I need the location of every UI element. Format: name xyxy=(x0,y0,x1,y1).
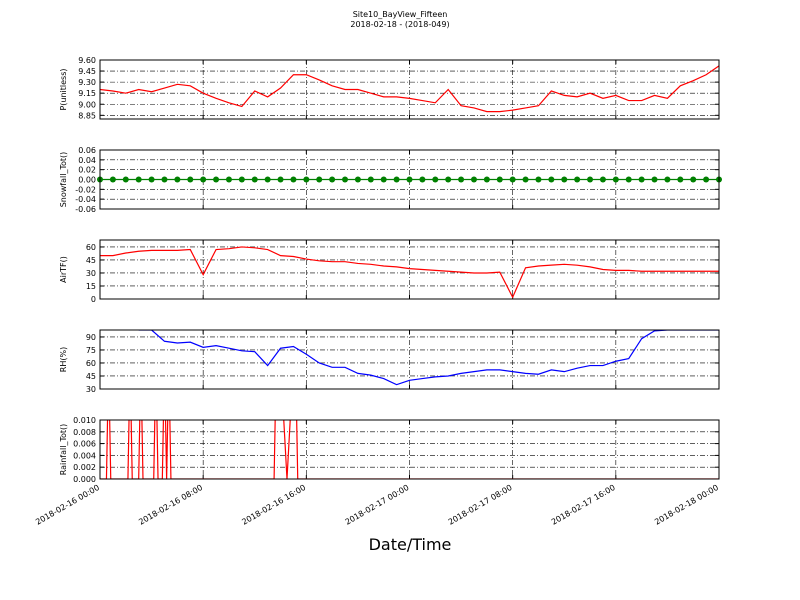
y-axis-label: Snowfall_Tot() xyxy=(59,152,68,208)
data-point xyxy=(380,176,387,183)
y-tick-label: 0.008 xyxy=(73,428,96,437)
data-point xyxy=(122,176,129,183)
data-point xyxy=(690,176,697,183)
axes-frame xyxy=(99,149,720,210)
data-point xyxy=(458,176,465,183)
data-line xyxy=(100,65,719,113)
data-point xyxy=(587,176,594,183)
y-tick-label: 0.06 xyxy=(78,146,96,155)
data-point xyxy=(548,176,555,183)
data-point xyxy=(677,176,684,183)
y-tick-label: 0.002 xyxy=(73,463,96,472)
y-axis-label: RH(%) xyxy=(59,347,68,372)
data-line xyxy=(138,330,719,386)
data-point xyxy=(290,176,297,183)
data-point xyxy=(535,176,542,183)
y-tick-label: 0.004 xyxy=(73,451,96,460)
y-tick-label: 75 xyxy=(86,346,96,355)
y-tick-label: 90 xyxy=(86,333,96,342)
y-tick-label: 9.45 xyxy=(78,67,96,76)
data-point xyxy=(599,176,606,183)
data-point xyxy=(651,176,658,183)
data-point xyxy=(329,176,336,183)
data-point xyxy=(238,176,245,183)
y-tick-label: 8.85 xyxy=(78,111,96,120)
data-point xyxy=(625,176,632,183)
data-point xyxy=(174,176,181,183)
data-point xyxy=(612,176,619,183)
chart-subtitle: 2018-02-18 - (2018-049) xyxy=(350,20,449,29)
chart-title: Site10_BayView_Fifteen xyxy=(353,10,448,19)
data-point xyxy=(161,176,168,183)
y-tick-label: 45 xyxy=(86,372,96,381)
data-point xyxy=(664,176,671,183)
data-point xyxy=(483,176,490,183)
data-line xyxy=(100,246,719,299)
data-point xyxy=(703,176,710,183)
data-point xyxy=(148,176,155,183)
y-tick-label: 0.04 xyxy=(78,156,96,165)
y-tick-label: 45 xyxy=(86,256,96,265)
y-tick-label: 9.30 xyxy=(78,78,96,87)
y-tick-label: 30 xyxy=(86,385,96,394)
data-point xyxy=(225,176,232,183)
data-point xyxy=(200,176,207,183)
y-tick-label: 0.02 xyxy=(78,166,96,175)
data-point xyxy=(303,176,310,183)
data-point xyxy=(187,176,194,183)
data-point xyxy=(277,176,284,183)
data-point xyxy=(445,176,452,183)
y-axis-label: Rainfall_Tot() xyxy=(59,424,68,476)
y-tick-label: 0.010 xyxy=(73,416,96,425)
data-point xyxy=(264,176,271,183)
y-tick-label: -0.04 xyxy=(75,195,96,204)
data-point xyxy=(109,176,116,183)
y-tick-label: -0.02 xyxy=(75,185,96,194)
data-point xyxy=(393,176,400,183)
y-tick-label: 0 xyxy=(91,295,96,304)
data-point xyxy=(419,176,426,183)
data-point xyxy=(316,176,323,183)
axes-frame xyxy=(99,419,720,480)
y-tick-label: 15 xyxy=(86,282,96,291)
data-point xyxy=(522,176,529,183)
data-point xyxy=(367,176,374,183)
data-point xyxy=(213,176,220,183)
y-axis-label: P(unitless) xyxy=(59,68,68,110)
data-point xyxy=(342,176,349,183)
y-tick-label: 60 xyxy=(86,359,96,368)
data-point xyxy=(354,176,361,183)
data-point xyxy=(406,176,413,183)
y-tick-label: 9.60 xyxy=(78,56,96,65)
y-tick-label: 60 xyxy=(86,243,96,252)
y-tick-label: 0.00 xyxy=(78,176,96,185)
y-tick-label: 0.006 xyxy=(73,440,96,449)
y-tick-label: -0.06 xyxy=(75,205,96,214)
axes-frame xyxy=(99,329,720,390)
y-axis-label: AirTF() xyxy=(59,256,68,283)
data-point xyxy=(561,176,568,183)
data-point xyxy=(135,176,142,183)
axes-frame xyxy=(99,59,720,120)
data-point xyxy=(574,176,581,183)
data-point xyxy=(470,176,477,183)
data-point xyxy=(496,176,503,183)
data-point xyxy=(638,176,645,183)
x-axis-label: Date/Time xyxy=(369,535,452,554)
axes-frame xyxy=(99,239,720,300)
y-tick-label: 9.00 xyxy=(78,100,96,109)
y-tick-label: 9.15 xyxy=(78,89,96,98)
data-point xyxy=(432,176,439,183)
y-tick-label: 0.000 xyxy=(73,475,96,484)
data-point xyxy=(509,176,516,183)
data-line xyxy=(100,420,719,479)
data-point xyxy=(251,176,258,183)
y-tick-label: 30 xyxy=(86,269,96,278)
